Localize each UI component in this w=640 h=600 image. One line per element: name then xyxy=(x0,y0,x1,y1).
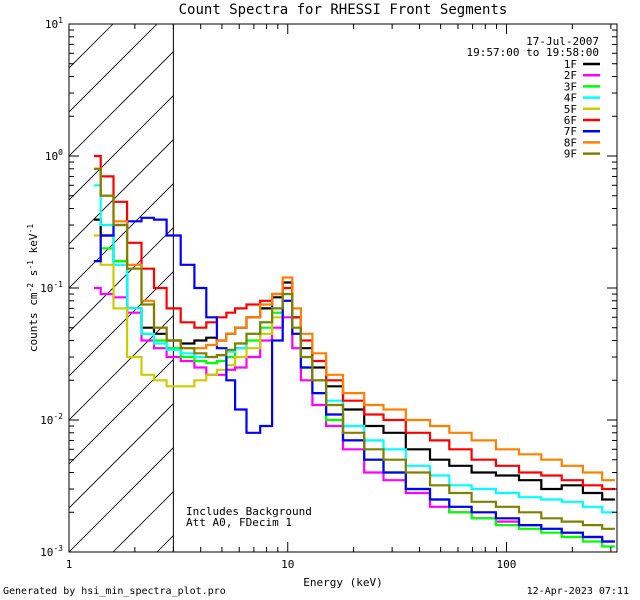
x-tick-label: 10 xyxy=(281,558,294,571)
legend-label-1F: 1F xyxy=(564,58,577,71)
series-line-6F xyxy=(93,154,615,491)
x-axis-label: Energy (keV) xyxy=(303,576,382,589)
hatch-line xyxy=(69,271,174,377)
footer-timestamp: 12-Apr-2023 07:11 xyxy=(526,586,629,597)
x-tick-label: 1 xyxy=(66,558,73,571)
background-note: Includes Background xyxy=(186,505,312,518)
series-line-2F xyxy=(93,286,615,543)
time-range-annotation: 19:57:00 to 19:58:00 xyxy=(467,46,599,59)
hatch-line xyxy=(597,24,640,552)
series-line-1F xyxy=(93,218,615,501)
hatch-line xyxy=(69,95,174,201)
hatch-line xyxy=(69,447,174,552)
date-annotation: 17-Jul-2007 xyxy=(526,35,599,48)
hatch-line xyxy=(69,403,174,509)
hatch-line xyxy=(245,24,640,552)
attenuator-note: Att A0, FDecim 1 xyxy=(186,516,292,529)
legend-label-3F: 3F xyxy=(564,80,577,93)
y-tick-label: 10-3 xyxy=(40,544,63,559)
y-tick-label: 10-2 xyxy=(40,412,63,427)
footer-generator: Generated by hsi_min_spectra_plot.pro xyxy=(3,586,226,597)
legend-label-8F: 8F xyxy=(564,136,577,149)
legend-label-9F: 9F xyxy=(564,148,577,161)
series-line-4F xyxy=(93,184,615,514)
chart-title: Count Spectra for RHESSI Front Segments xyxy=(179,2,508,18)
legend-label-2F: 2F xyxy=(564,69,577,82)
x-tick-label: 100 xyxy=(497,558,517,571)
series-line-3F xyxy=(93,247,615,548)
y-axis-label: counts cm-2 s-1 keV-1 xyxy=(26,224,40,352)
legend-label-5F: 5F xyxy=(564,103,577,116)
y-tick-label: 10-1 xyxy=(40,280,63,295)
y-tick-label: 101 xyxy=(45,16,63,31)
legend-label-6F: 6F xyxy=(564,114,577,127)
y-tick-label: 100 xyxy=(45,148,63,163)
series-line-5F xyxy=(93,234,615,543)
legend-label-7F: 7F xyxy=(564,125,577,138)
series-line-9F xyxy=(93,167,615,530)
hatch-line xyxy=(69,51,174,157)
legend-label-4F: 4F xyxy=(564,92,577,105)
